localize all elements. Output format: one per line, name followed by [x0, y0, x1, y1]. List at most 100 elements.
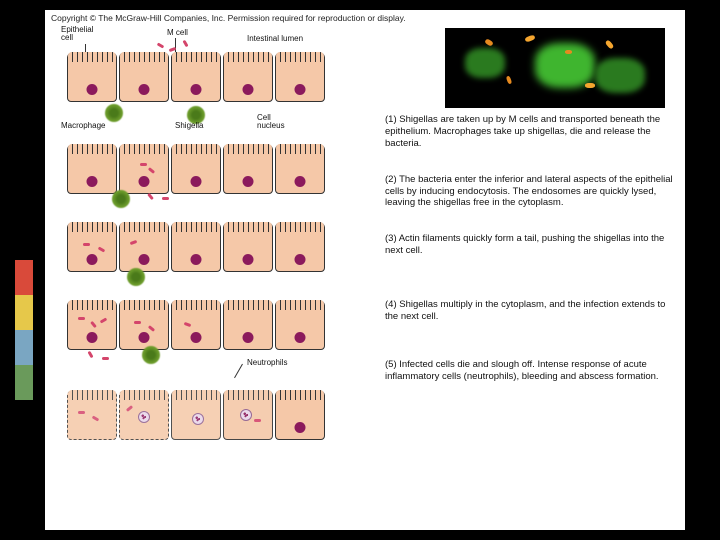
- nucleus-icon: [191, 176, 202, 187]
- shigella-icon: [182, 40, 188, 48]
- panel-5: Neutrophils: [57, 358, 375, 448]
- nucleus-icon: [295, 84, 306, 95]
- nucleus-icon: [243, 254, 254, 265]
- damaged-cell: [171, 390, 221, 440]
- copyright-text: Copyright © The McGraw-Hill Companies, I…: [45, 10, 685, 26]
- fluor-blob: [595, 58, 645, 93]
- shigella-icon: [148, 325, 155, 332]
- fluor-spot: [585, 83, 595, 88]
- cell-row: [67, 300, 325, 350]
- nucleus-icon: [87, 254, 98, 265]
- damaged-cell: [119, 390, 169, 440]
- fluor-spot: [484, 38, 493, 46]
- shigella-icon: [254, 419, 261, 422]
- diagram-column: Epithelial cell M cell Intestinal lumen: [45, 26, 375, 530]
- fluor-blob: [465, 48, 505, 78]
- fluor-spot: [524, 34, 535, 42]
- content-area: Epithelial cell M cell Intestinal lumen: [45, 26, 685, 530]
- epithelial-cell: [275, 52, 325, 102]
- cell-row: [67, 222, 325, 272]
- accent-bar: [15, 365, 33, 400]
- epithelial-cell: [67, 300, 117, 350]
- epithelial-cell: [275, 390, 325, 440]
- step-3-text: (3) Actin filaments quickly form a tail,…: [385, 233, 679, 257]
- shigella-icon: [134, 321, 141, 324]
- slide-accent-bars: [15, 260, 33, 400]
- step-2-text: (2) The bacteria enter the inferior and …: [385, 174, 679, 210]
- epithelial-cell: [119, 222, 169, 272]
- shigella-icon: [100, 317, 108, 323]
- shigella-icon: [78, 317, 85, 320]
- epithelial-cell: [67, 52, 117, 102]
- label-neutrophils: Neutrophils: [247, 358, 287, 367]
- nucleus-icon: [243, 176, 254, 187]
- nucleus-icon: [139, 332, 150, 343]
- accent-bar: [15, 295, 33, 330]
- nucleus-icon: [243, 332, 254, 343]
- epithelial-cell: [275, 144, 325, 194]
- shigella-icon: [83, 243, 90, 246]
- panel-2: [57, 124, 375, 202]
- fluor-spot: [506, 76, 512, 85]
- epithelial-cell: [67, 222, 117, 272]
- nucleus-icon: [295, 254, 306, 265]
- label-epithelial: Epithelial cell: [61, 26, 105, 42]
- nucleus-icon: [139, 254, 150, 265]
- nucleus-icon: [243, 84, 254, 95]
- shigella-icon: [92, 415, 100, 421]
- diagram-page: Copyright © The McGraw-Hill Companies, I…: [45, 10, 685, 530]
- step-4-text: (4) Shigellas multiply in the cytoplasm,…: [385, 299, 679, 323]
- panel-4: [57, 280, 375, 358]
- accent-bar: [15, 260, 33, 295]
- neutrophil-icon: [138, 411, 150, 423]
- macrophage-icon: [105, 104, 123, 122]
- cell-row: [67, 144, 325, 194]
- fluor-spot: [565, 50, 572, 54]
- panel-3: [57, 202, 375, 280]
- epithelial-cell: [171, 222, 221, 272]
- panel-1: Epithelial cell M cell Intestinal lumen: [57, 26, 375, 124]
- nucleus-icon: [295, 422, 306, 433]
- epithelial-cell: [171, 300, 221, 350]
- label-lumen: Intestinal lumen: [247, 34, 303, 43]
- epithelial-cell: [119, 144, 169, 194]
- neutrophil-icon: [240, 409, 252, 421]
- epithelial-cell: [223, 300, 273, 350]
- nucleus-icon: [295, 176, 306, 187]
- shigella-icon: [90, 321, 97, 328]
- shigella-icon: [140, 163, 147, 166]
- label-line: [234, 364, 243, 378]
- nucleus-icon: [191, 84, 202, 95]
- cell-row: [67, 390, 325, 440]
- shigella-icon: [126, 405, 133, 412]
- epithelial-cell: [119, 300, 169, 350]
- nucleus-icon: [87, 84, 98, 95]
- nucleus-icon: [191, 332, 202, 343]
- damaged-cell: [223, 390, 273, 440]
- shigella-icon: [148, 167, 155, 174]
- shigella-icon: [130, 240, 138, 245]
- shigella-icon: [184, 322, 192, 327]
- nucleus-icon: [139, 176, 150, 187]
- text-column: (1) Shigellas are taken up by M cells an…: [375, 26, 685, 530]
- epithelial-cell: [67, 144, 117, 194]
- nucleus-icon: [87, 332, 98, 343]
- epithelial-cell: [223, 222, 273, 272]
- shigella-icon: [98, 246, 106, 252]
- shigella-icon: [157, 42, 165, 48]
- label-mcell: M cell: [167, 28, 188, 37]
- damaged-cell: [67, 390, 117, 440]
- nucleus-icon: [295, 332, 306, 343]
- m-cell: [119, 52, 169, 102]
- step-1-text: (1) Shigellas are taken up by M cells an…: [385, 114, 679, 150]
- nucleus-icon: [87, 176, 98, 187]
- epithelial-cell: [275, 222, 325, 272]
- accent-bar: [15, 330, 33, 365]
- shigella-icon: [78, 411, 85, 414]
- shigella-icon: [162, 197, 169, 200]
- epithelial-cell: [223, 52, 273, 102]
- cell-row: [67, 52, 325, 102]
- nucleus-icon: [139, 84, 150, 95]
- epithelial-cell: [171, 144, 221, 194]
- nucleus-icon: [191, 254, 202, 265]
